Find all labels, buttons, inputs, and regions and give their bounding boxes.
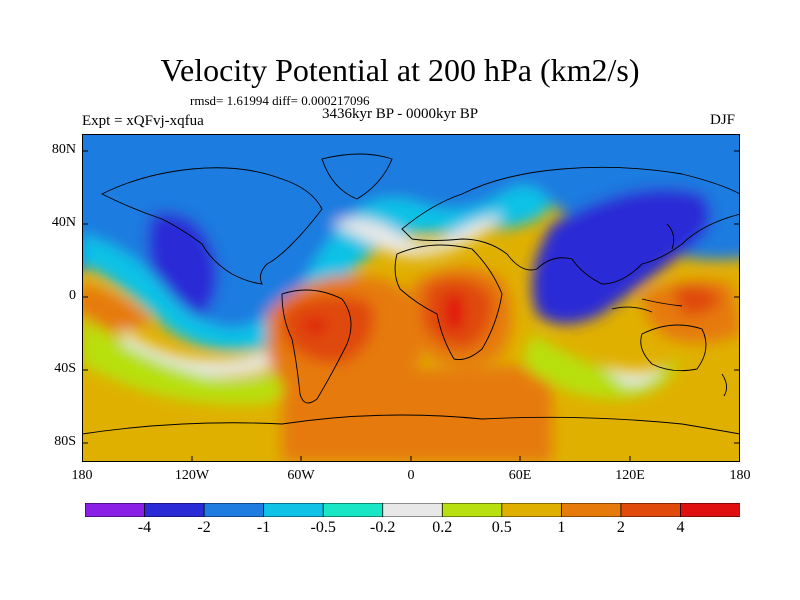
colorbar-label: -2 bbox=[197, 519, 211, 536]
colorbar-label: -1 bbox=[256, 519, 271, 536]
colorbar-swatch bbox=[322, 503, 384, 517]
lat-label-40n: 40N bbox=[51, 215, 76, 230]
lon-label-0: 0 bbox=[407, 468, 415, 483]
lon-label-180e: 180 bbox=[729, 468, 751, 483]
lon-label-60e: 60E bbox=[508, 468, 532, 483]
contour-fill bbox=[82, 134, 740, 462]
period-label: 3436kyr BP - 0000kyr BP bbox=[322, 106, 479, 122]
colorbar bbox=[85, 503, 740, 517]
colorbar-label: -0.2 bbox=[370, 519, 396, 536]
colorbar-swatch bbox=[680, 503, 740, 517]
colorbar-swatch bbox=[501, 503, 563, 517]
coastlines bbox=[82, 153, 740, 435]
lat-label-0: 0 bbox=[69, 288, 76, 303]
colorbar-swatch bbox=[441, 503, 503, 517]
colorbar-swatch bbox=[620, 503, 682, 517]
colorbar-swatch bbox=[560, 503, 622, 517]
stats-label: rmsd= 1.61994 diff= 0.000217096 bbox=[190, 93, 370, 108]
colorbar-label: 2 bbox=[616, 519, 625, 536]
season-label: DJF bbox=[710, 112, 736, 128]
colorbar-swatch bbox=[382, 503, 443, 517]
colorbar-label: 0.2 bbox=[432, 519, 453, 536]
velocity-potential-map bbox=[82, 134, 740, 462]
lon-label-180w: 180 bbox=[71, 468, 93, 483]
colorbar-label: 0.5 bbox=[491, 519, 512, 536]
lat-label-80s: 80S bbox=[54, 434, 76, 449]
lon-label-60w: 60W bbox=[287, 468, 315, 483]
colorbar-swatch bbox=[203, 503, 265, 517]
axis-ticks bbox=[82, 150, 740, 462]
colorbar-swatch bbox=[144, 503, 205, 517]
colorbar-label: 4 bbox=[676, 519, 685, 536]
lon-label-120e: 120E bbox=[615, 468, 645, 483]
lat-label-40s: 40S bbox=[54, 361, 76, 376]
colorbar-label: -4 bbox=[137, 519, 152, 536]
lat-label-80n: 80N bbox=[51, 142, 76, 157]
lon-label-120w: 120W bbox=[174, 468, 210, 483]
colorbar-label: -0.5 bbox=[310, 519, 336, 536]
colorbar-label: 1 bbox=[557, 519, 566, 536]
colorbar-swatch bbox=[85, 503, 146, 517]
colorbar-swatch bbox=[263, 503, 324, 517]
experiment-label: Expt = xQFvj-xqfua bbox=[82, 113, 204, 129]
map-title: Velocity Potential at 200 hPa (km2/s) bbox=[160, 52, 640, 88]
